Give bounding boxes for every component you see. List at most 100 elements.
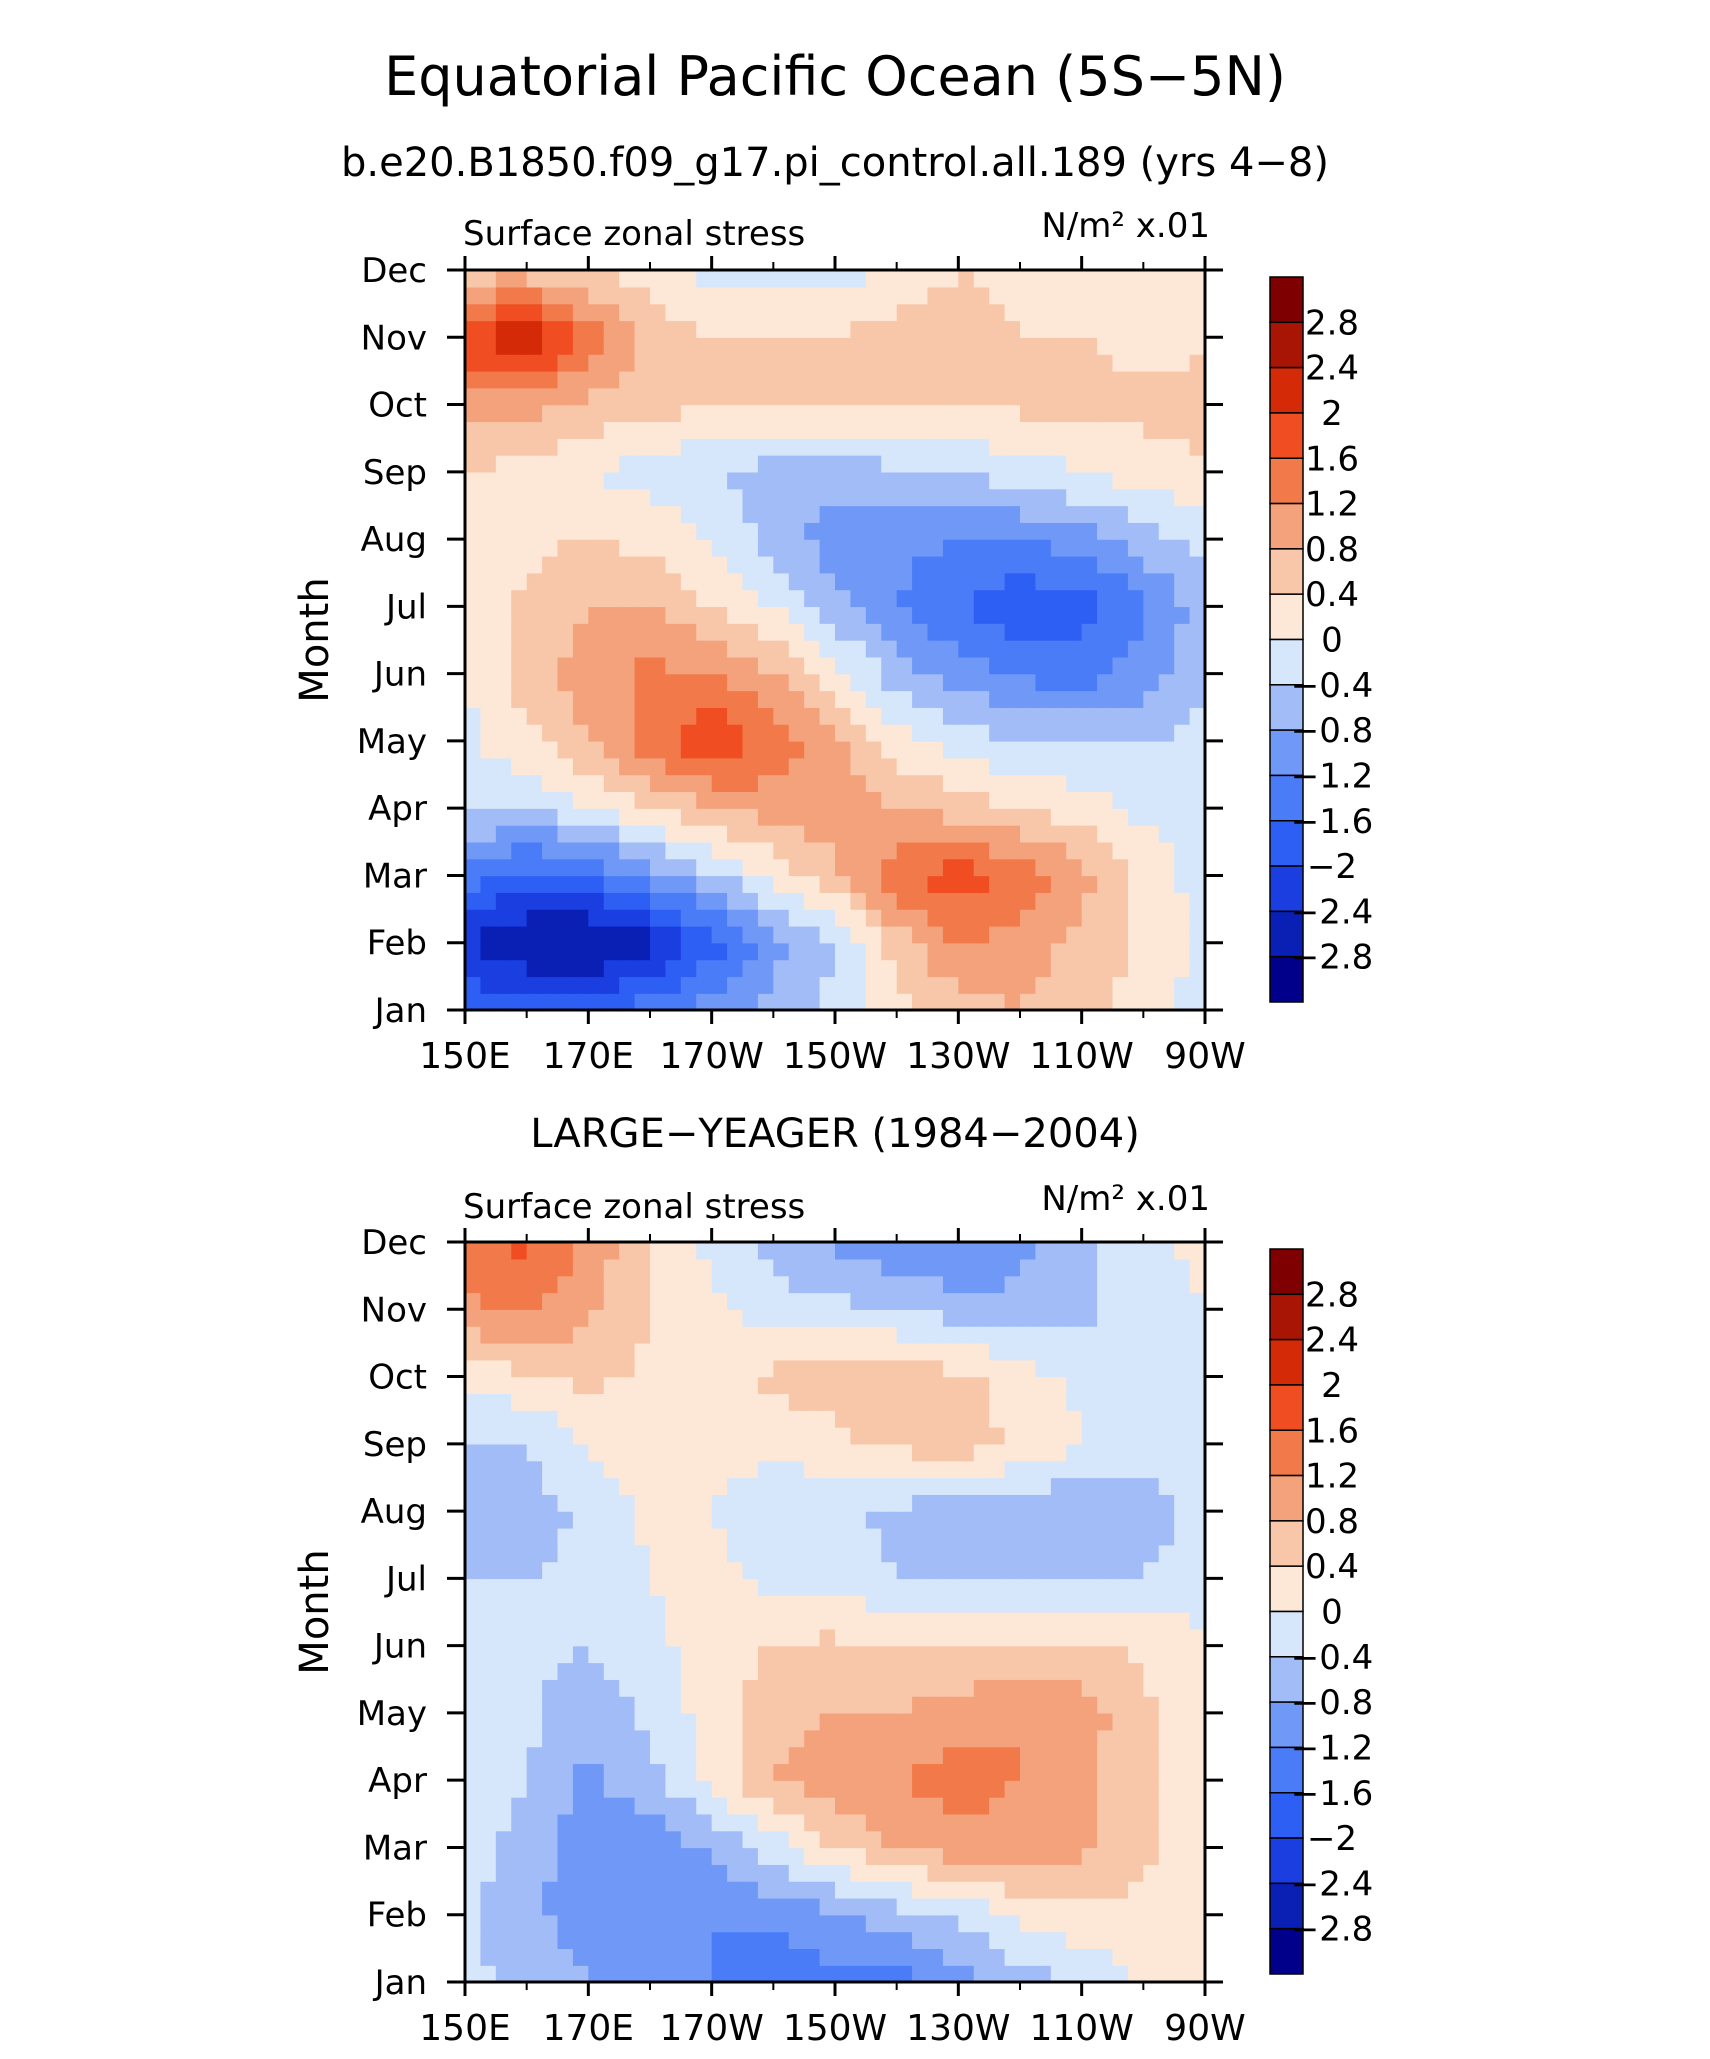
contour-cell: [696, 1813, 713, 1832]
contour-cell: [881, 1645, 898, 1664]
contour-cell: [727, 993, 744, 1010]
contour-cell: [804, 976, 821, 994]
contour-cell: [711, 589, 728, 608]
contour-cell: [1004, 1645, 1021, 1664]
contour-cell: [1112, 740, 1129, 759]
contour-cell: [973, 774, 990, 793]
contour-cell: [542, 1376, 559, 1395]
contour-cell: [896, 1494, 913, 1512]
contour-cell: [1127, 1460, 1144, 1479]
contour-cell: [773, 1460, 790, 1479]
contour-cell: [835, 623, 852, 641]
contour-cell: [819, 808, 836, 826]
contour-cell: [1158, 1258, 1175, 1277]
contour-cell: [742, 387, 759, 406]
contour-cell: [727, 1881, 744, 1899]
contour-cell: [881, 555, 898, 574]
colorbar-swatch: [1269, 820, 1304, 867]
contour-cell: [465, 455, 482, 473]
contour-cell: [942, 1359, 959, 1378]
contour-cell: [804, 572, 821, 591]
contour-cell: [511, 825, 528, 843]
contour-cell: [896, 656, 913, 675]
contour-cell: [1174, 404, 1191, 423]
contour-cell: [942, 606, 959, 624]
contour-cell: [665, 320, 682, 338]
contour-cell: [619, 791, 636, 809]
contour-cell: [1004, 1544, 1021, 1563]
contour-cell: [958, 774, 975, 793]
contour-cell: [1081, 656, 1098, 675]
contour-cell: [1097, 1292, 1114, 1310]
contour-cell: [480, 640, 497, 658]
contour-cell: [804, 337, 821, 355]
contour-cell: [942, 1729, 959, 1748]
contour-cell: [788, 1477, 805, 1495]
contour-cell: [696, 875, 713, 893]
contour-cell: [665, 1897, 682, 1916]
contour-cell: [1158, 1427, 1175, 1445]
contour-cell: [465, 1326, 482, 1344]
contour-cell: [1035, 1679, 1052, 1697]
contour-cell: [619, 1578, 636, 1596]
contour-cell: [835, 1830, 852, 1849]
contour-cell: [989, 404, 1006, 423]
contour-cell: [788, 892, 805, 910]
contour-cell: [495, 286, 512, 305]
contour-cell: [634, 623, 651, 641]
contour-cell: [958, 1427, 975, 1445]
contour-cell: [804, 1696, 821, 1714]
contour-cell: [1066, 740, 1083, 759]
contour-cell: [588, 993, 605, 1010]
contour-cell: [942, 1763, 959, 1781]
contour-cell: [958, 909, 975, 927]
contour-cell: [1143, 1914, 1160, 1933]
contour-cell: [1035, 656, 1052, 675]
contour-cell: [1097, 808, 1114, 826]
contour-cell: [896, 841, 913, 860]
contour-cell: [788, 1813, 805, 1832]
panel-1-plot-area: [465, 270, 1205, 1010]
contour-cell: [1127, 404, 1144, 423]
contour-cell: [1035, 1612, 1052, 1630]
contour-cell: [942, 1376, 959, 1395]
contour-cell: [973, 1948, 990, 1966]
contour-cell: [973, 421, 990, 439]
contour-cell: [1081, 1393, 1098, 1411]
contour-cell: [495, 1780, 512, 1798]
contour-cell: [1066, 1410, 1083, 1428]
contour-cell: [526, 673, 543, 692]
contour-cell: [495, 959, 512, 978]
contour-cell: [881, 1679, 898, 1697]
contour-cell: [634, 438, 651, 456]
contour-cell: [1189, 1443, 1205, 1462]
contour-cell: [1189, 841, 1205, 860]
contour-cell: [650, 640, 667, 658]
contour-cell: [1004, 892, 1021, 910]
contour-cell: [1174, 740, 1191, 759]
contour-cell: [1035, 1965, 1052, 1982]
contour-cell: [788, 875, 805, 893]
contour-cell: [557, 1443, 574, 1462]
contour-cell: [665, 1696, 682, 1714]
contour-cell: [773, 1359, 790, 1378]
contour-cell: [1112, 1443, 1129, 1462]
contour-cell: [542, 1443, 559, 1462]
contour-cell: [989, 1628, 1006, 1647]
contour-cell: [680, 1410, 697, 1428]
contour-cell: [865, 522, 882, 540]
contour-cell: [881, 993, 898, 1010]
contour-cell: [942, 555, 959, 574]
contour-cell: [1081, 774, 1098, 793]
contour-cell: [1112, 1881, 1129, 1899]
contour-cell: [1050, 740, 1067, 759]
contour-cell: [1158, 925, 1175, 944]
contour-cell: [1035, 640, 1052, 658]
contour-cell: [958, 354, 975, 372]
contour-cell: [495, 1813, 512, 1832]
contour-cell: [942, 438, 959, 456]
contour-cell: [1066, 1494, 1083, 1512]
contour-cell: [927, 1410, 944, 1428]
contour-cell: [835, 656, 852, 675]
contour-cell: [495, 1527, 512, 1546]
